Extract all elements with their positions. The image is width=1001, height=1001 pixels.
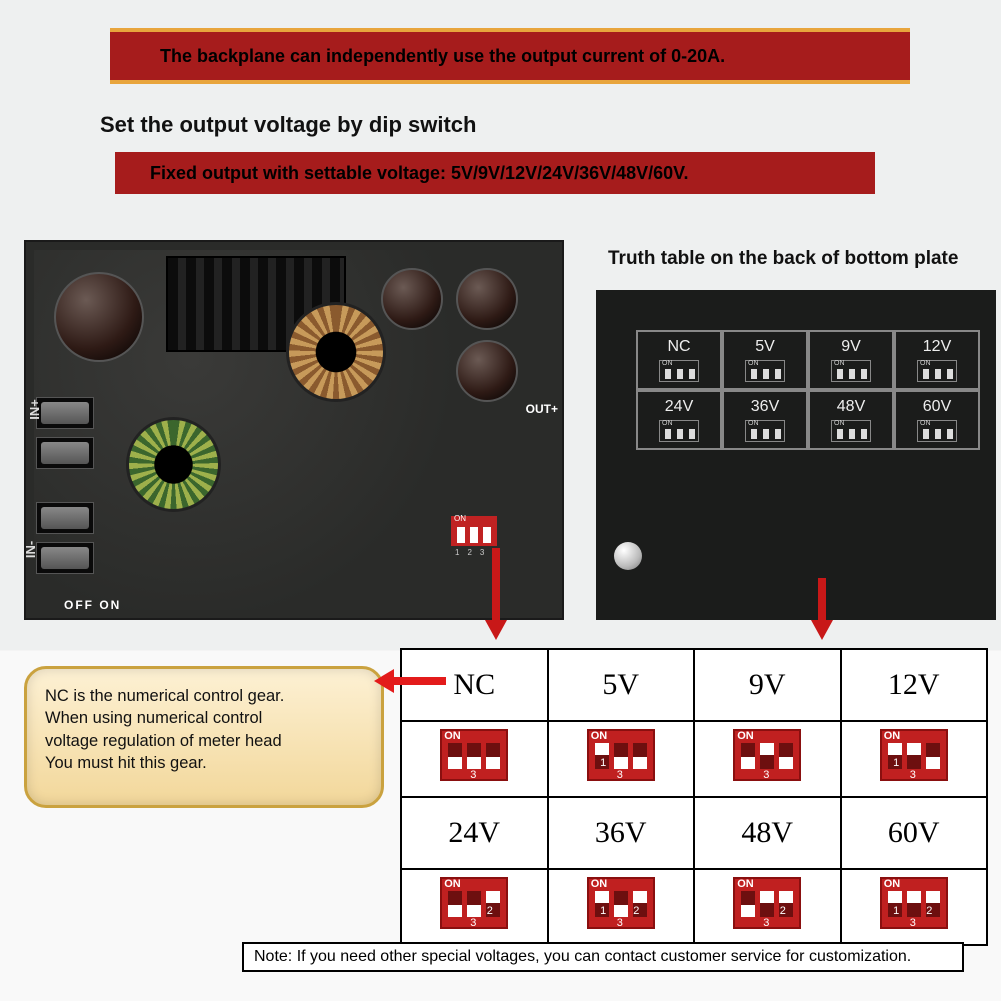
dip-switch-icon: ON1 2 3 bbox=[440, 877, 508, 929]
dip-cell: ON1 2 3 bbox=[841, 721, 988, 797]
bubble-line: When using numerical control bbox=[45, 707, 363, 729]
dip-cell: ON1 2 3 bbox=[841, 869, 988, 945]
arrow-down-icon bbox=[492, 548, 500, 622]
truth-dot bbox=[614, 542, 642, 570]
truth-cell-label: 5V bbox=[755, 338, 775, 356]
terminal bbox=[36, 542, 94, 574]
truth-cell-label: 36V bbox=[751, 398, 779, 416]
banner-backplane: The backplane can independently use the … bbox=[110, 28, 910, 84]
truth-cell-label: 24V bbox=[665, 398, 693, 416]
terminal bbox=[36, 397, 94, 429]
arrow-down-icon bbox=[818, 578, 826, 622]
dip-on-label: ON bbox=[454, 514, 466, 523]
dip-switch-icon: ON1 2 3 bbox=[880, 877, 948, 929]
dip-switch-icon: ON1 2 3 bbox=[733, 877, 801, 929]
label-out: OUT+ bbox=[526, 402, 558, 416]
dip-switch-pin bbox=[483, 527, 491, 543]
dip-cell: ON1 2 3 bbox=[694, 721, 841, 797]
capacitor bbox=[456, 340, 518, 402]
voltage-cell: 36V bbox=[548, 797, 695, 869]
pcb-photo: IN+ IN- OFF ON OUT+ ON 123 bbox=[24, 240, 564, 620]
capacitor bbox=[54, 272, 144, 362]
truth-cell-label: NC bbox=[667, 338, 690, 356]
dip-voltage-table: NC 5V 9V 12V ON1 2 3 ON1 2 3 ON1 2 3 ON1… bbox=[400, 648, 988, 946]
dip-switch-icon: ON1 2 3 bbox=[440, 729, 508, 781]
truth-table-caption: Truth table on the back of bottom plate bbox=[608, 248, 958, 270]
truth-cell: 36V ON bbox=[722, 390, 808, 450]
truth-cell: 48V ON bbox=[808, 390, 894, 450]
pcb-dip-switch: ON 123 bbox=[451, 516, 497, 546]
inductor-copper bbox=[286, 302, 386, 402]
dip-cell: ON1 2 3 bbox=[401, 869, 548, 945]
mini-dip: ON bbox=[745, 360, 785, 382]
truth-cell: 12V ON bbox=[894, 330, 980, 390]
dip-switch-pin bbox=[470, 527, 478, 543]
dip-switch-icon: ON1 2 3 bbox=[587, 877, 655, 929]
voltage-cell: 12V bbox=[841, 649, 988, 721]
dip-cell: ON1 2 3 bbox=[548, 869, 695, 945]
table-row: 24V 36V 48V 60V bbox=[401, 797, 987, 869]
mini-dip: ON bbox=[917, 360, 957, 382]
label-in-minus: IN- bbox=[23, 541, 38, 558]
truth-cell: 60V ON bbox=[894, 390, 980, 450]
truth-cell: NC ON bbox=[636, 330, 722, 390]
truth-cell-label: 60V bbox=[923, 398, 951, 416]
capacitor bbox=[456, 268, 518, 330]
table-row: NC 5V 9V 12V bbox=[401, 649, 987, 721]
truth-cell-label: 12V bbox=[923, 338, 951, 356]
nc-callout: NC is the numerical control gear. When u… bbox=[24, 666, 384, 808]
bubble-line: NC is the numerical control gear. bbox=[45, 685, 363, 707]
capacitor bbox=[381, 268, 443, 330]
truth-table-photo: NC ON 5V ON 9V ON 12V ON 24V ON 36V ON 48V ON 6… bbox=[596, 290, 996, 620]
mini-dip: ON bbox=[917, 420, 957, 442]
truth-cell: 24V ON bbox=[636, 390, 722, 450]
truth-grid: NC ON 5V ON 9V ON 12V ON 24V ON 36V ON 48V ON 6… bbox=[636, 330, 988, 450]
voltage-cell: 5V bbox=[548, 649, 695, 721]
dip-cell: ON1 2 3 bbox=[401, 721, 548, 797]
dip-switch-icon: ON1 2 3 bbox=[733, 729, 801, 781]
truth-cell-label: 48V bbox=[837, 398, 865, 416]
dip-cell: ON1 2 3 bbox=[694, 869, 841, 945]
truth-cell-label: 9V bbox=[841, 338, 861, 356]
mini-dip: ON bbox=[831, 420, 871, 442]
voltage-cell: 9V bbox=[694, 649, 841, 721]
note-box: Note: If you need other special voltages… bbox=[242, 942, 964, 972]
banner-voltages: Fixed output with settable voltage: 5V/9… bbox=[115, 152, 875, 194]
mini-dip: ON bbox=[745, 420, 785, 442]
dip-switch-pin bbox=[457, 527, 465, 543]
dip-cell: ON1 2 3 bbox=[548, 721, 695, 797]
label-in-plus: IN+ bbox=[27, 399, 42, 420]
voltage-cell: 60V bbox=[841, 797, 988, 869]
bubble-line: voltage regulation of meter head bbox=[45, 730, 363, 752]
label-off-on: OFF ON bbox=[64, 598, 121, 612]
dip-switch-icon: ON1 2 3 bbox=[880, 729, 948, 781]
voltage-cell: 24V bbox=[401, 797, 548, 869]
terminal bbox=[36, 437, 94, 469]
mini-dip: ON bbox=[659, 360, 699, 382]
inductor-green bbox=[126, 417, 221, 512]
mini-dip: ON bbox=[659, 420, 699, 442]
terminal bbox=[36, 502, 94, 534]
truth-cell: 5V ON bbox=[722, 330, 808, 390]
voltage-cell: 48V bbox=[694, 797, 841, 869]
table-row: ON1 2 3 ON1 2 3 ON1 2 3 ON1 2 3 bbox=[401, 869, 987, 945]
subtitle-dip: Set the output voltage by dip switch bbox=[100, 112, 476, 138]
table-row: ON1 2 3 ON1 2 3 ON1 2 3 ON1 2 3 bbox=[401, 721, 987, 797]
truth-cell: 9V ON bbox=[808, 330, 894, 390]
mini-dip: ON bbox=[831, 360, 871, 382]
bubble-line: You must hit this gear. bbox=[45, 752, 363, 774]
arrow-left-icon bbox=[380, 672, 446, 690]
dip-nums: 123 bbox=[455, 548, 492, 557]
dip-switch-icon: ON1 2 3 bbox=[587, 729, 655, 781]
